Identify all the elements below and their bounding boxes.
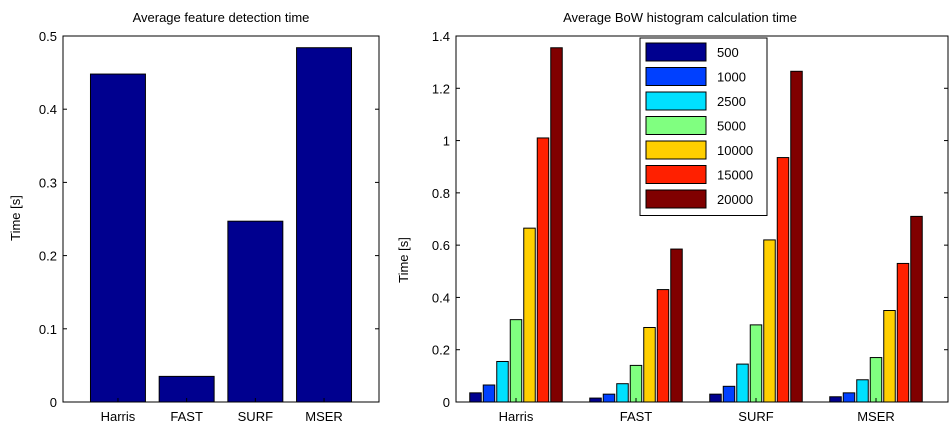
bar: [670, 248, 683, 403]
x-tick-label: Harris: [101, 409, 136, 424]
bar: [589, 397, 602, 403]
bar: [536, 137, 550, 403]
y-tick-label: 0.2: [432, 343, 450, 358]
bar: [482, 384, 496, 403]
bar: [776, 157, 790, 403]
bar: [616, 383, 629, 403]
bar: [629, 364, 643, 403]
legend-label: 15000: [717, 168, 753, 183]
x-tick-label: Harris: [499, 409, 534, 424]
legend-swatch: [645, 42, 707, 62]
y-tick-label: 0.8: [432, 186, 450, 201]
x-tick-label: SURF: [238, 409, 273, 424]
y-axis-label: Time [s]: [396, 237, 411, 283]
y-tick-label: 0.4: [432, 290, 450, 305]
legend-label: 2500: [717, 94, 746, 109]
bar: [523, 227, 536, 403]
axes: 0 0.1 0.2 0.3 0.4 0.5 Harris FAST SURF MSER: [39, 29, 380, 424]
legend-swatch: [645, 189, 707, 209]
bar: [910, 215, 923, 403]
legend-swatch: [645, 116, 707, 135]
bar: [89, 73, 146, 403]
bar: [550, 47, 563, 403]
legend-swatch: [645, 165, 707, 184]
bar: [643, 326, 656, 403]
y-tick-label: 0.5: [39, 29, 57, 44]
bar: [856, 379, 869, 403]
bar: [509, 319, 523, 403]
legend-label: 20000: [717, 192, 753, 207]
y-tick-label: 0.2: [39, 249, 57, 264]
bow-histogram-chart: Average BoW histogram calculation time T…: [396, 10, 949, 424]
bar: [227, 220, 284, 403]
feature-detection-chart: Average feature detection time Time [s] …: [8, 10, 380, 424]
y-tick-label: 0.6: [432, 238, 450, 253]
bar: [469, 392, 482, 403]
y-tick-label: 0.4: [39, 102, 57, 117]
bar: [602, 393, 616, 403]
bar: [842, 392, 856, 403]
bar: [896, 262, 910, 403]
bar: [709, 393, 722, 403]
x-tick-label: SURF: [738, 409, 773, 424]
bar: [158, 375, 215, 403]
x-tick-label: FAST: [170, 409, 203, 424]
legend-swatch: [645, 140, 707, 160]
legend-label: 500: [717, 45, 739, 60]
legend-swatch: [645, 91, 707, 111]
axes-box: [62, 35, 380, 403]
y-axis-label: Time [s]: [8, 195, 23, 241]
legend-label: 1000: [717, 70, 746, 85]
bar: [883, 310, 896, 403]
bar: [736, 363, 749, 403]
bar: [749, 324, 763, 403]
axes: 0 0.2 0.4 0.6 0.8 1 1.2 1.4 Harris FAST SURF MSER: [432, 29, 949, 424]
chart-title: Average BoW histogram calculation time: [563, 10, 797, 25]
chart-title: Average feature detection time: [133, 10, 310, 25]
legend-label: 5000: [717, 119, 746, 134]
y-tick-label: 0.3: [39, 175, 57, 190]
y-tick-label: 0: [443, 395, 450, 410]
x-tick-label: MSER: [857, 409, 895, 424]
y-tick-label: 0: [50, 395, 57, 410]
bar: [869, 357, 883, 403]
axes-box: [455, 35, 949, 403]
y-tick-label: 1.4: [432, 29, 450, 44]
bar: [496, 360, 509, 403]
bar: [656, 289, 670, 403]
bars: [89, 47, 353, 403]
bar: [790, 70, 803, 403]
bar: [763, 239, 776, 403]
y-tick-label: 1: [443, 134, 450, 149]
legend-swatch: [645, 67, 707, 86]
y-tick-label: 0.1: [39, 322, 57, 337]
bar: [829, 396, 842, 403]
x-tick-label: MSER: [305, 409, 343, 424]
bar: [722, 385, 736, 403]
bar: [296, 47, 353, 403]
legend-label: 10000: [717, 143, 753, 158]
x-tick-label: FAST: [620, 409, 653, 424]
legend: 500 1000 2500 5000 10000 15000 20000: [639, 37, 768, 216]
y-tick-label: 1.2: [432, 81, 450, 96]
